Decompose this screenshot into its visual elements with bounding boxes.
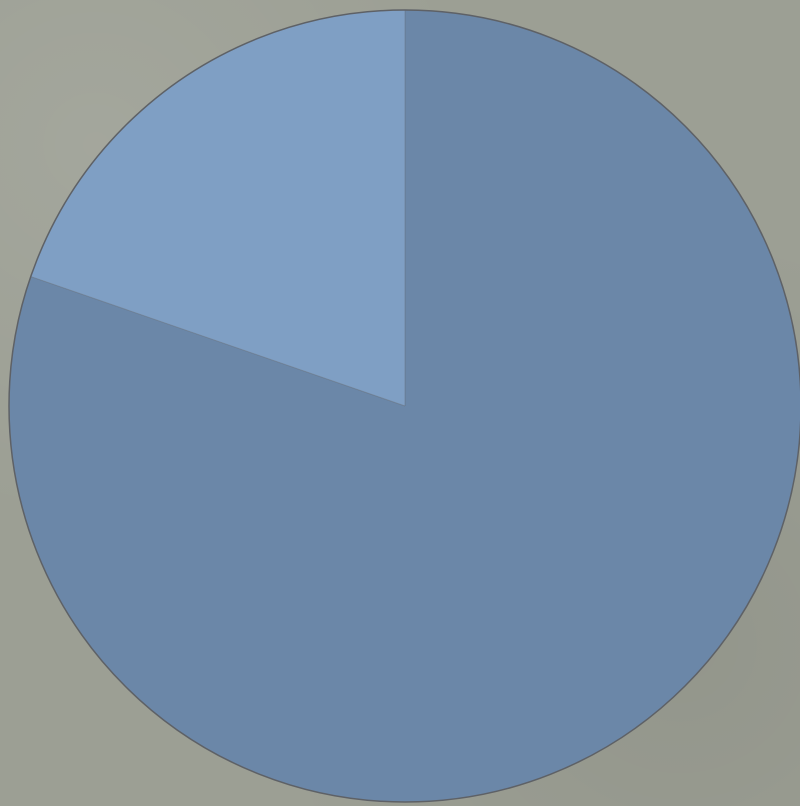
pie-slice-2 (30, 10, 405, 406)
pie-outline (8, 9, 800, 803)
slice-divider-2 (30, 276, 406, 407)
pie-slice-1 (8, 10, 800, 802)
